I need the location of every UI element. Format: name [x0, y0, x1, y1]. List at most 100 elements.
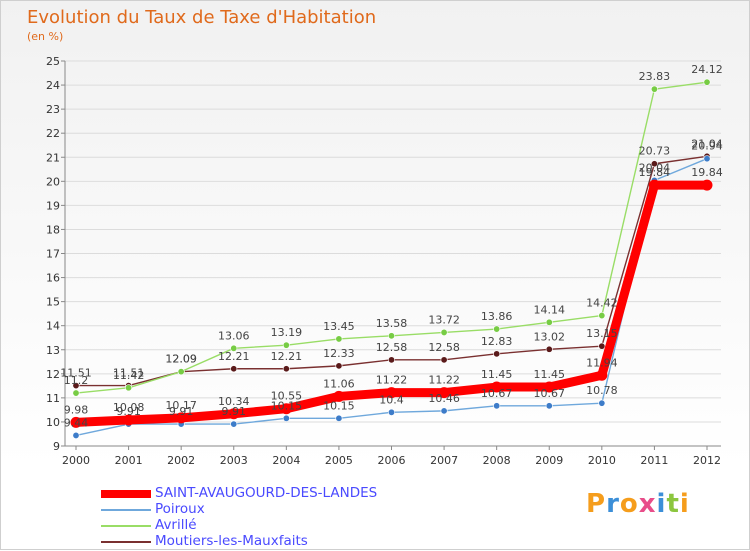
data-point — [545, 345, 553, 353]
data-point — [438, 387, 450, 399]
data-point — [703, 155, 711, 163]
data-label: 13.15 — [586, 327, 618, 340]
data-point — [545, 318, 553, 326]
data-point — [123, 414, 135, 426]
data-label: 13.58 — [376, 317, 408, 330]
data-point — [650, 160, 658, 168]
y-tick-label: 21 — [46, 151, 60, 164]
legend-swatch — [101, 525, 151, 527]
logo-letter: o — [619, 489, 639, 519]
data-point — [598, 312, 606, 320]
data-point — [125, 384, 133, 392]
data-label: 11.06 — [323, 377, 355, 390]
data-point — [70, 416, 82, 428]
logo-letter: P — [586, 489, 607, 519]
data-point — [280, 403, 292, 415]
logo-letter: i — [679, 489, 690, 519]
data-point — [175, 412, 187, 424]
x-tick-label: 2001 — [115, 454, 143, 467]
legend-label: Moutiers-les-Mauxfaits — [155, 533, 308, 549]
logo-letter: r — [606, 489, 620, 519]
data-point — [333, 390, 345, 402]
data-label: 10.46 — [428, 392, 460, 405]
data-label: 11.22 — [428, 374, 460, 387]
y-tick-label: 19 — [46, 199, 60, 212]
data-label: 10.34 — [218, 395, 250, 408]
data-label: 10.17 — [165, 399, 197, 412]
data-label: 11.45 — [534, 368, 566, 381]
y-tick-label: 15 — [46, 296, 60, 309]
data-label: 14.42 — [586, 297, 618, 310]
data-point — [72, 382, 80, 390]
data-point — [282, 341, 290, 349]
data-label: 12.58 — [428, 341, 460, 354]
x-tick-label: 2009 — [535, 454, 563, 467]
x-tick-label: 2006 — [378, 454, 406, 467]
data-label: 20.04 — [639, 161, 671, 174]
chart-title: Evolution du Taux de Taxe d'Habitation — [27, 7, 377, 28]
data-point — [440, 407, 448, 415]
data-point — [493, 402, 501, 410]
data-point — [491, 381, 503, 393]
data-label: 19.84 — [691, 166, 723, 179]
data-label: 9.91 — [169, 405, 194, 418]
legend-swatch — [101, 541, 151, 543]
data-point — [282, 365, 290, 373]
legend-swatch — [101, 490, 151, 498]
y-tick-label: 20 — [46, 175, 60, 188]
x-tick-label: 2012 — [693, 454, 721, 467]
data-point — [72, 389, 80, 397]
proxiti-logo: Proxiti — [586, 489, 690, 519]
y-tick-label: 23 — [46, 103, 60, 116]
data-label: 10.67 — [534, 387, 566, 400]
data-label: 12.83 — [481, 335, 513, 348]
x-tick-label: 2008 — [483, 454, 511, 467]
data-point — [72, 431, 80, 439]
y-tick-label: 24 — [46, 79, 60, 92]
legend-label: Avrillé — [155, 517, 197, 533]
data-label: 13.72 — [428, 313, 460, 326]
data-label: 11.2 — [64, 374, 89, 387]
logo-letter: t — [666, 489, 680, 519]
y-tick-label: 9 — [53, 440, 60, 453]
data-label: 10.08 — [113, 401, 145, 414]
logo-letter: i — [656, 489, 667, 519]
data-point — [230, 365, 238, 373]
data-label: 12.33 — [323, 347, 355, 360]
data-point — [545, 402, 553, 410]
y-tick-label: 16 — [46, 272, 60, 285]
y-tick-label: 17 — [46, 248, 60, 261]
data-point — [335, 335, 343, 343]
data-label: 13.19 — [271, 326, 303, 339]
data-label: 10.55 — [271, 390, 303, 403]
data-label: 13.06 — [218, 329, 250, 342]
data-label: 13.45 — [323, 320, 355, 333]
data-label: 11.51 — [60, 367, 92, 380]
data-label: 19.84 — [639, 166, 671, 179]
data-label: 11.22 — [376, 374, 408, 387]
data-label: 12.21 — [271, 350, 303, 363]
data-point — [598, 342, 606, 350]
data-point — [440, 328, 448, 336]
y-tick-label: 11 — [46, 392, 60, 405]
x-tick-label: 2003 — [220, 454, 248, 467]
data-point — [387, 332, 395, 340]
data-point — [230, 420, 238, 428]
data-point — [703, 78, 711, 86]
data-point — [230, 344, 238, 352]
y-tick-label: 25 — [46, 55, 60, 68]
data-label: 10.4 — [379, 393, 404, 406]
data-point — [387, 356, 395, 364]
data-point — [335, 362, 343, 370]
x-tick-label: 2011 — [640, 454, 668, 467]
legend-label: SAINT-AVAUGOURD-DES-LANDES — [155, 485, 378, 501]
data-label: 23.83 — [639, 70, 671, 83]
x-tick-label: 2002 — [167, 454, 195, 467]
y-tick-label: 12 — [46, 368, 60, 381]
x-tick-label: 2000 — [62, 454, 90, 467]
x-tick-label: 2005 — [325, 454, 353, 467]
data-label: 9.44 — [64, 416, 89, 429]
data-label: 12.21 — [218, 350, 250, 363]
